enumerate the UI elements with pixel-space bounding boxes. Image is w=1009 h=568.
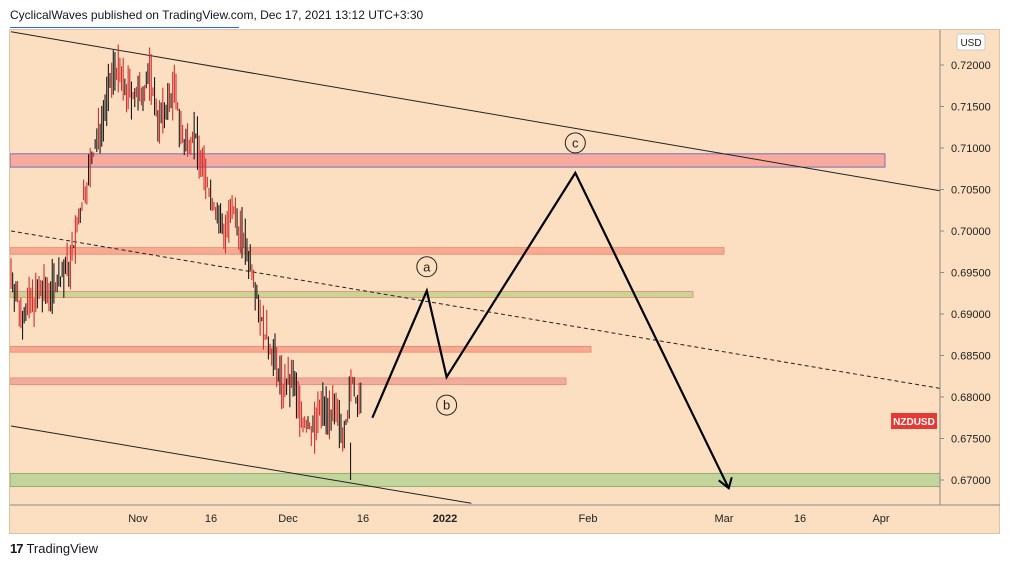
y-tick-label: 0.70000	[951, 226, 991, 238]
footer[interactable]: 17 TradingView	[10, 541, 98, 556]
y-tick-label: 0.70500	[951, 185, 991, 197]
trendline-1	[10, 31, 940, 192]
zone-4	[10, 345, 592, 353]
x-tick-label: Apr	[872, 513, 889, 525]
last-price-label: NZDUSD	[893, 417, 935, 428]
y-tick-label: 0.69500	[951, 268, 991, 280]
chart-frame	[9, 29, 1000, 534]
currency-button[interactable]: USD	[956, 33, 986, 51]
trendline-3	[10, 425, 472, 504]
x-tick-label: Nov	[128, 513, 148, 525]
publisher-header: CyclicalWaves published on TradingView.c…	[10, 8, 424, 22]
x-tick-label: 16	[357, 513, 369, 525]
y-tick-label: 0.69000	[951, 309, 991, 321]
wave-label-circle-a	[416, 256, 438, 278]
zone-6	[10, 472, 940, 488]
wave-label-c: c	[572, 135, 579, 150]
wave-label-circle-c	[564, 132, 586, 154]
y-tick-label: 0.67500	[951, 434, 991, 446]
header-underline	[10, 27, 239, 28]
zone-3	[10, 291, 694, 298]
x-tick-label: Feb	[579, 513, 598, 525]
y-tick-label: 0.67000	[951, 475, 991, 487]
plot-area: a b c	[10, 31, 940, 504]
y-tick-label: 0.68000	[951, 392, 991, 404]
zone-1	[10, 153, 886, 168]
y-tick-label: 0.68500	[951, 351, 991, 363]
wave-label-b: b	[443, 398, 450, 413]
y-tick-label: 0.71000	[951, 143, 991, 155]
currency-box	[956, 33, 986, 51]
currency-label: USD	[960, 38, 981, 49]
x-tick-label: Mar	[715, 513, 734, 525]
x-tick-label: Dec	[278, 513, 298, 525]
wave-label-circle-b	[436, 394, 458, 416]
last-price-box	[891, 413, 937, 429]
y-tick-label: 0.71500	[951, 102, 991, 114]
footer-brand: TradingView	[26, 541, 99, 556]
projection-arrowhead	[718, 477, 733, 491]
last-price-tag: NZDUSD	[891, 413, 937, 429]
price-series	[10, 44, 362, 480]
x-tick-label: 2022	[433, 513, 457, 525]
y-tick-label: 0.72000	[951, 60, 991, 72]
x-tick-label: 16	[205, 513, 217, 525]
tradingview-logo-icon: 17	[10, 541, 24, 556]
projection-path	[371, 170, 730, 489]
x-tick-label: 16	[794, 513, 806, 525]
zone-2	[10, 247, 725, 255]
wave-label-a: a	[423, 259, 431, 274]
